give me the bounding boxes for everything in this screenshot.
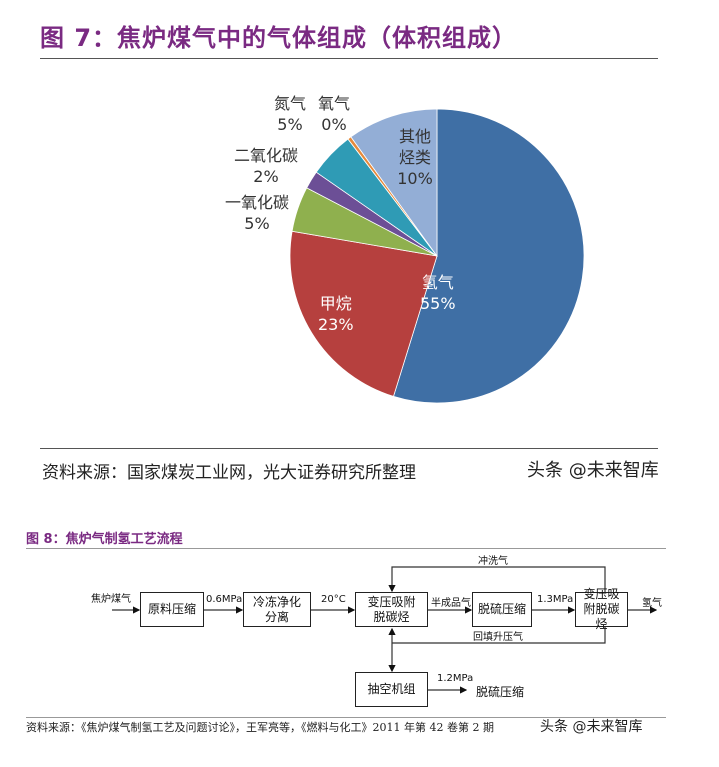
box-desulfurization: 脱硫压缩 [472,592,532,627]
label-0.6mpa: 0.6MPa [206,594,243,605]
label-methane: 甲烷 23% [318,294,354,334]
source-divider [40,448,658,449]
label-co: 一氧化碳 5% [224,193,289,233]
figure-7-title: 图 7：焦炉煤气中的气体组成（体积组成） [40,24,518,52]
watermark-2: 头条 @未来智库 [540,719,643,735]
label-1.2mpa: 1.2MPa [437,673,474,684]
label-nitrogen: 氮气 5% [273,94,306,134]
watermark: 头条 @未来智库 [527,460,659,481]
box-psa-2: 变压吸附脱碳烃 [575,587,628,631]
label-hydrogen: 氢气 55% [420,273,456,313]
figure-7-source: 资料来源：国家煤炭工业网，光大证券研究所整理 [42,463,416,483]
label-hydrogen-out: 氢气 [642,598,662,609]
pie-slice-6 [350,108,438,258]
fig8-divider [26,548,666,549]
label-semi-product: 半成品气 [431,598,471,609]
label-oxygen: 氧气 0% [317,94,350,134]
label-desulf-out: 脱硫压缩 [476,685,525,699]
label-1.3mpa: 1.3MPa [537,594,574,605]
label-input-gas: 焦炉煤气 [91,594,131,605]
pie-slice-0 [393,108,585,404]
figure-8-title: 图 8：焦炉气制氢工艺流程 [26,532,183,547]
box-vacuum-unit: 抽空机组 [355,672,428,707]
pie-slice-1 [289,230,438,397]
label-flush-gas: 冲洗气 [478,556,508,567]
label-backfill-gas: 回填升压气 [473,632,523,643]
title-divider [40,58,658,59]
box-raw-compression: 原料压缩 [140,592,204,627]
figure-8-source: 资料来源：《焦炉煤气制氢工艺及问题讨论》，王军亮等，《燃料与化工》2011 年第… [26,721,494,734]
pie-chart [289,108,585,404]
label-co2: 二氧化碳 2% [233,146,298,186]
label-20c: 20°C [321,594,346,605]
box-cooling-purification: 冷冻净化分离 [243,592,311,627]
fig8-source-divider [26,717,666,718]
label-other-hydrocarbons: 其他烃类 10% [397,127,433,188]
box-psa-1: 变压吸附脱碳烃 [355,592,428,627]
